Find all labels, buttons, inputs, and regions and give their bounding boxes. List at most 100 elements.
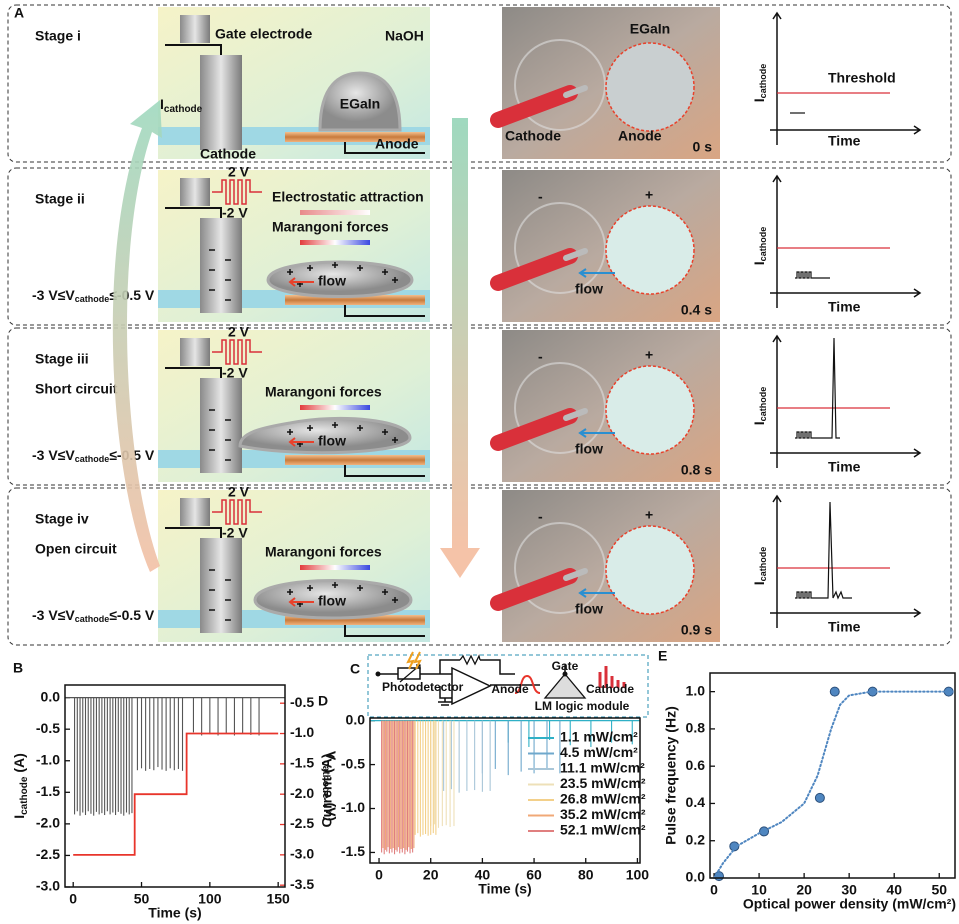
plot-axes xyxy=(770,496,920,628)
y-axis-label-part: cathode xyxy=(19,776,30,815)
voltage-range-part: -3 V≤V xyxy=(32,607,75,623)
stage-name: Stage ii xyxy=(35,191,85,207)
y-tick-label: 0.0 xyxy=(41,688,61,704)
force-arrow xyxy=(300,405,370,410)
y-axis-label-part: (A) xyxy=(11,753,27,776)
figure: Stage iGate electrodeNaOHEGaInIcathodeCa… xyxy=(0,0,959,924)
panel-label: A xyxy=(14,5,24,21)
force-arrow xyxy=(300,240,370,245)
voltage-range-part: -3 V≤V xyxy=(32,287,75,303)
voltage-range: -3 V≤Vcathode≤-0.5 V xyxy=(32,607,155,625)
x-axis-label: Optical power density (mW/cm²) xyxy=(743,896,956,912)
cathode-rod xyxy=(200,55,242,150)
y2-tick-label: -3.5 xyxy=(290,876,314,892)
time-arrow xyxy=(452,118,468,548)
y-tick-label: -1.0 xyxy=(341,799,365,815)
panel-c: C Gate Photodetector Anode Cathode LM lo… xyxy=(350,652,648,717)
plot-xlabel: Time xyxy=(828,619,861,635)
data-point xyxy=(815,793,824,802)
photo-drop xyxy=(606,526,694,614)
panel-label: D xyxy=(318,693,328,709)
photo-drop xyxy=(606,366,694,454)
anode-label: Anode xyxy=(491,682,529,696)
y2-tick-label: -2.0 xyxy=(290,785,314,801)
photo-time: 0.8 s xyxy=(681,462,712,478)
plot-ylabel-part: cathode xyxy=(758,547,768,582)
fit-curve xyxy=(714,692,953,878)
x-tick-label: 0 xyxy=(375,867,383,883)
legend-label: 4.5 mW/cm² xyxy=(560,744,638,760)
stage-name: Stage iv xyxy=(35,511,89,527)
y-axis-label: Pulse frequency (Hz) xyxy=(663,706,679,844)
photodetector-label: Photodetector xyxy=(382,680,464,694)
photo-drop xyxy=(606,43,694,131)
x-tick-label: 50 xyxy=(134,891,150,907)
photo-cathode: Cathode xyxy=(505,128,561,144)
x-tick-label: 0 xyxy=(710,882,718,898)
data-point xyxy=(715,872,724,881)
stage-name: Stage i xyxy=(35,28,81,44)
resistor xyxy=(460,656,480,664)
cycle-arrow xyxy=(113,100,162,572)
x-axis-label: Time (s) xyxy=(148,905,201,921)
pulse-high: 2 V xyxy=(228,484,250,500)
photo-anode: Anode xyxy=(618,128,662,144)
y-tick-label: 0.0 xyxy=(686,869,706,885)
gate-label: Gate xyxy=(552,659,579,673)
voltage-range-part: ≤-0.5 V xyxy=(109,607,155,623)
x-axis-label: Time (s) xyxy=(478,881,531,897)
y-tick-label: 0.2 xyxy=(686,831,706,847)
plot-ylabel: Icathode xyxy=(751,547,769,585)
cathode-label: Cathode xyxy=(200,146,256,162)
flow-label: flow xyxy=(318,593,346,609)
panel-label: E xyxy=(658,648,667,664)
line xyxy=(73,734,278,855)
x-tick-label: 150 xyxy=(266,891,290,907)
current-label-part: cathode xyxy=(164,104,203,115)
photo-flow: flow xyxy=(575,601,603,617)
y2-tick-label: -0.5 xyxy=(290,694,314,710)
anode-label: Anode xyxy=(375,136,419,152)
signal-sketch xyxy=(795,272,830,278)
data-point xyxy=(830,687,839,696)
photo-negative: - xyxy=(538,189,543,205)
plot-xlabel: Time xyxy=(828,133,861,149)
y-tick-label: -2.5 xyxy=(36,846,60,862)
y-tick-label: 0.0 xyxy=(346,711,366,727)
node xyxy=(376,672,381,677)
force-arrow xyxy=(300,565,370,570)
drop-label: EGaIn xyxy=(340,96,380,112)
force-label: Marangoni forces xyxy=(265,544,382,560)
voltage-range: -3 V≤Vcathode≤-0.5 V xyxy=(32,447,155,465)
voltage-range: -3 V≤Vcathode≤-0.5 V xyxy=(32,287,155,305)
y-tick-label: -3.0 xyxy=(36,878,60,894)
panel-label: B xyxy=(13,660,23,676)
legend-label: 52.1 mW/cm² xyxy=(560,822,646,838)
y-tick-label: -1.5 xyxy=(36,783,60,799)
force-label: Marangoni forces xyxy=(265,384,382,400)
photo-drop-label: EGaIn xyxy=(630,21,670,37)
force-label: Electrostatic attraction xyxy=(272,189,424,205)
plot-ylabel: Icathode xyxy=(751,227,769,265)
photo-negative: - xyxy=(538,349,543,365)
plot-axes xyxy=(770,176,920,308)
photo-time: 0.4 s xyxy=(681,302,712,318)
plot-ylabel-part: cathode xyxy=(758,227,768,262)
pulse-high: 2 V xyxy=(228,164,250,180)
y2-tick-label: -1.5 xyxy=(290,755,314,771)
cathode-label: Cathode xyxy=(586,682,634,696)
plot-frame xyxy=(710,673,955,878)
gate-rod xyxy=(180,15,210,43)
anode-plate xyxy=(285,455,425,465)
pulse-low: -2 V xyxy=(222,365,248,381)
cathode-rod xyxy=(200,538,242,633)
y2-tick-label: -3.0 xyxy=(290,846,314,862)
legend-label: 26.8 mW/cm² xyxy=(560,791,646,807)
y2-tick-label: -1.0 xyxy=(290,724,314,740)
plot-ylabel-part: cathode xyxy=(758,387,768,422)
y-tick-label: 0.8 xyxy=(686,720,706,736)
photo-flow: flow xyxy=(575,281,603,297)
voltage-range-part: cathode xyxy=(75,614,110,624)
threshold-label: Threshold xyxy=(828,70,896,86)
gate-rod xyxy=(180,338,210,366)
